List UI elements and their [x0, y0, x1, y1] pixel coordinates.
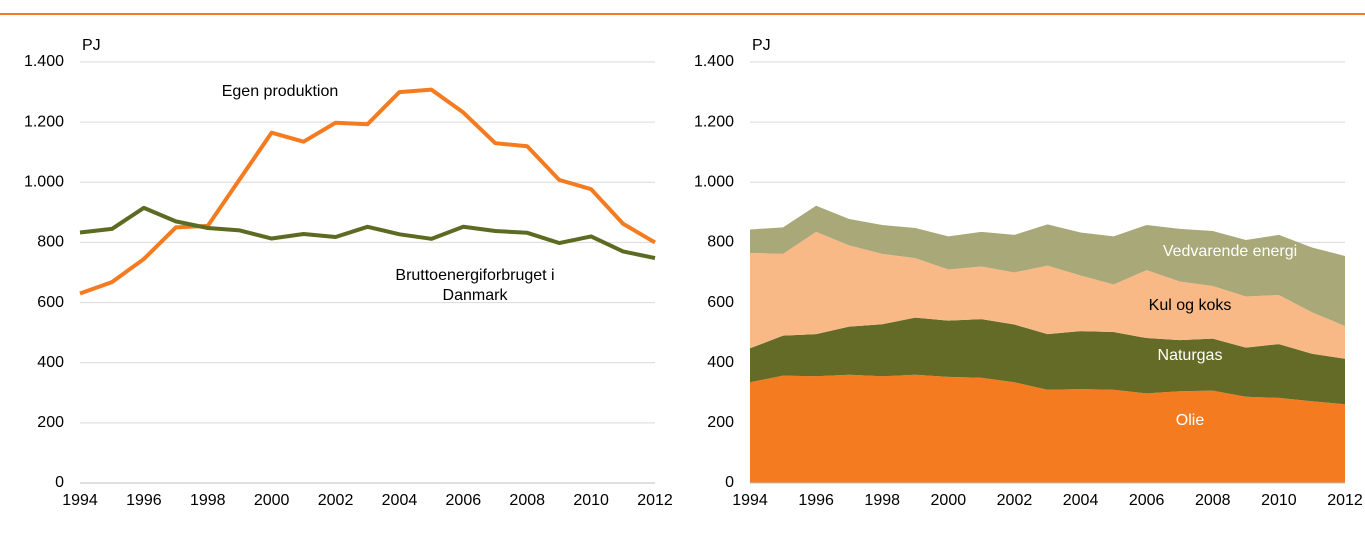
y-axis-unit: PJ	[82, 37, 101, 54]
y-tick-label: 800	[37, 234, 64, 251]
area	[750, 231, 1345, 359]
x-tick-label: 1994	[732, 492, 768, 509]
y-tick-label: 600	[37, 294, 64, 311]
x-tick-label: 2004	[1063, 492, 1099, 509]
x-tick-label: 1998	[190, 492, 226, 509]
series-label: Naturgas	[1157, 347, 1223, 364]
line	[79, 205, 656, 261]
y-tick-label: 800	[707, 234, 734, 251]
y-tick-label: 200	[707, 414, 734, 431]
x-tick-label: 2006	[1129, 492, 1165, 509]
x-tick-label: 2010	[1261, 492, 1297, 509]
x-tick-label: 2008	[509, 492, 545, 509]
area	[750, 374, 1345, 483]
y-tick-label: 400	[707, 354, 734, 371]
series-label: Egen produktion	[221, 83, 339, 100]
area	[750, 205, 1345, 327]
x-tick-label: 2002	[318, 492, 354, 509]
y-tick-label: 1.400	[24, 53, 64, 70]
series-label: Kul og koks	[1148, 297, 1232, 314]
y-tick-label: 0	[55, 474, 64, 491]
y-tick-label: 1.200	[24, 113, 64, 130]
y-tick-label: 400	[37, 354, 64, 371]
x-tick-label: 1996	[126, 492, 162, 509]
x-tick-label: 1998	[864, 492, 900, 509]
x-tick-label: 2000	[931, 492, 967, 509]
x-tick-label: 2006	[446, 492, 482, 509]
x-tick-label: 2000	[254, 492, 290, 509]
y-tick-label: 1.000	[694, 174, 734, 191]
y-tick-label: 1.000	[24, 174, 64, 191]
y-tick-label: 1.400	[694, 53, 734, 70]
y-tick-label: 0	[725, 474, 734, 491]
y-axis-unit: PJ	[752, 37, 771, 54]
x-tick-label: 2010	[573, 492, 609, 509]
x-tick-label: 1994	[62, 492, 98, 509]
series-label: Olie	[1175, 412, 1205, 429]
x-tick-label: 2012	[637, 492, 673, 509]
y-tick-label: 200	[37, 414, 64, 431]
area	[750, 317, 1345, 405]
series-label: Vedvarende energi	[1162, 243, 1298, 260]
x-tick-label: 2004	[382, 492, 418, 509]
x-tick-label: 1996	[798, 492, 834, 509]
y-tick-label: 1.200	[694, 113, 734, 130]
y-tick-label: 600	[707, 294, 734, 311]
x-tick-label: 2012	[1327, 492, 1363, 509]
line	[79, 87, 657, 296]
x-tick-label: 2002	[997, 492, 1033, 509]
series-label: Bruttoenergiforbruget i Danmark	[395, 267, 555, 304]
x-tick-label: 2008	[1195, 492, 1231, 509]
